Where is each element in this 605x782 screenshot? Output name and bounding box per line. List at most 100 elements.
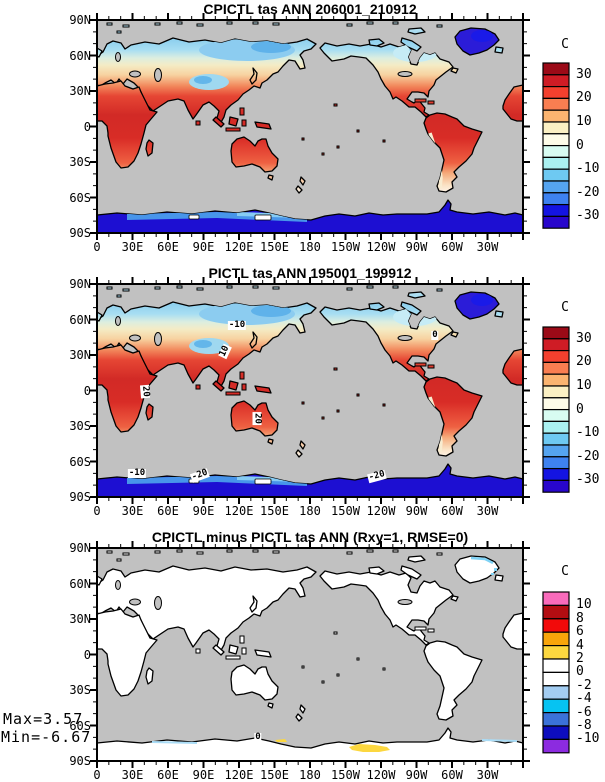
small-island [392, 285, 399, 289]
lon-tick-label: 0 [93, 768, 101, 782]
lon-tick-label: 90W [405, 768, 428, 782]
island-baffin [400, 37, 422, 52]
colorbar-cell [542, 373, 570, 387]
colorbar-cell [542, 192, 570, 206]
panel2-title: PICTL tas ANN 195001_199912 [208, 265, 412, 281]
colorbar-cell [542, 698, 570, 714]
island-tasmania [267, 438, 274, 445]
lon-tick-label: 90E [192, 504, 215, 518]
island-sumatra [212, 644, 225, 656]
lon-tick-label: 90W [405, 240, 428, 254]
small-island [321, 152, 325, 156]
lon-tick-label: 180 [299, 768, 321, 782]
lon-tick-label: 0 [93, 240, 101, 254]
colorbar-cell [542, 685, 570, 700]
small-island [382, 667, 386, 671]
island-tasmania [267, 174, 274, 181]
lake [129, 598, 141, 606]
small-island [106, 550, 113, 554]
small-island [225, 127, 241, 132]
small-island [414, 626, 427, 631]
small-island [239, 107, 245, 116]
lat-tick-label: 30N [69, 84, 91, 98]
small-island [356, 393, 360, 397]
small-island [333, 367, 338, 371]
colorbar-cell [542, 631, 570, 647]
colorbar-cell [542, 591, 570, 606]
colorbar-cell [542, 385, 570, 399]
island-new-zealand-north [299, 176, 306, 186]
island-madagascar [145, 403, 154, 421]
siberia-cold-core [251, 305, 291, 317]
minor-ticks [93, 544, 527, 765]
major-ticks [90, 541, 530, 768]
island-new-guinea [254, 385, 272, 394]
island-madagascar [145, 139, 154, 157]
panel3-title: CPICTL minus PICTL tas ANN (Rxy=1, RMSE=… [151, 529, 469, 545]
lat-tick-label: 60N [69, 48, 91, 63]
lon-tick-label: 0 [93, 504, 101, 518]
lon-tick-label: 150W [331, 240, 360, 254]
island-ellesmere [407, 555, 426, 563]
small-island [366, 285, 374, 289]
lake [397, 335, 413, 341]
colorbar-tick-label: -10 [576, 425, 600, 441]
lat-tick-label: 90S [69, 226, 91, 240]
colorbar-unit-label: C [561, 564, 569, 579]
colorbar-tick-label: 20 [576, 354, 592, 370]
small-island [122, 288, 130, 292]
island-baffin [400, 565, 422, 580]
lon-tick-label: 120E [224, 240, 254, 254]
island-borneo [228, 380, 239, 391]
colorbar-cell [542, 85, 570, 99]
small-island [321, 416, 325, 420]
continent-australia [230, 664, 279, 701]
small-island [333, 103, 338, 107]
island-newfoundland [450, 595, 459, 602]
colorbar-cell [542, 74, 570, 88]
continent-south-america [423, 640, 483, 721]
lat-tick-label: 30N [69, 612, 91, 626]
colorbar-panel2 [542, 326, 570, 493]
small-island [436, 24, 443, 28]
continent-australia [230, 136, 279, 173]
island-new-zealand-south [295, 449, 303, 458]
island-iceland [494, 46, 504, 54]
small-island [427, 628, 435, 633]
island-iceland [494, 310, 504, 318]
lon-tick-label: 150E [260, 240, 289, 254]
panel1-title: CPICTL tas ANN 206001_210912 [203, 1, 417, 17]
island-borneo [228, 644, 239, 655]
contour-label: -10 [127, 468, 147, 478]
small-island [336, 409, 340, 413]
colorbar-tick-label: -20 [576, 448, 600, 464]
small-island [366, 549, 374, 553]
lat-tick-label: 30N [69, 348, 91, 362]
colorbar-cell [542, 144, 570, 158]
contour-label: 0 [431, 330, 439, 340]
colorbar-cell [542, 326, 570, 340]
continent-antarctica [96, 199, 524, 234]
small-island [321, 680, 325, 684]
lon-tick-label: 60W [441, 768, 463, 782]
lon-tick-label: 60E [157, 504, 179, 518]
island-madagascar [145, 667, 154, 685]
colorbar-tick-label: -20 [576, 184, 600, 200]
colorbar-tick-label: 30 [576, 66, 592, 82]
tibet-cold-core [194, 76, 212, 84]
lat-tick-label: 90S [69, 490, 91, 504]
minor-ticks [93, 16, 527, 237]
small-island [356, 129, 360, 133]
colorbar-cell [542, 397, 570, 411]
small-island [106, 22, 113, 26]
continent-africa [96, 80, 158, 169]
small-island [241, 647, 247, 655]
lon-tick-label: 30W [476, 240, 499, 254]
major-ticks [90, 13, 530, 240]
lat-tick-label: 90N [69, 541, 91, 555]
small-island [301, 665, 305, 669]
lake [115, 316, 121, 326]
small-island [336, 145, 340, 149]
island-new-guinea [254, 649, 272, 658]
